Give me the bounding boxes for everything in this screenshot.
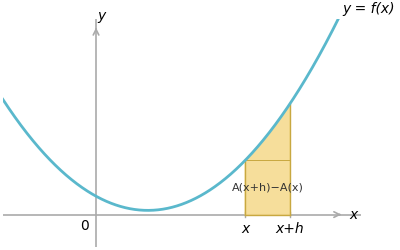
Polygon shape <box>245 104 290 214</box>
Text: y: y <box>98 9 106 23</box>
Text: x+h: x+h <box>276 222 304 236</box>
Text: x: x <box>350 208 358 222</box>
Text: y = f(x): y = f(x) <box>342 2 395 16</box>
Text: 0: 0 <box>80 220 88 234</box>
Text: A(x+h)−A(x): A(x+h)−A(x) <box>232 182 304 192</box>
Text: x: x <box>241 222 249 236</box>
